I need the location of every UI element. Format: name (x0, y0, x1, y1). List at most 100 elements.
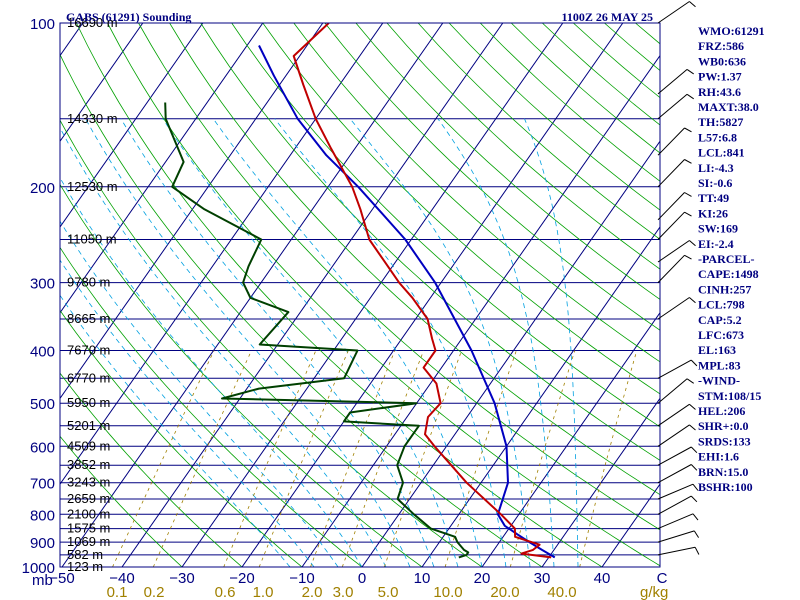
wind-barb (657, 446, 698, 466)
height-label: 16690 m (67, 15, 118, 30)
mixing-ratio-tick-label: 1.0 (253, 584, 274, 600)
index-line: LI:-4.3 (698, 161, 734, 175)
wind-barb (657, 513, 699, 530)
wind-barb (657, 403, 696, 427)
isotherm (301, 54, 660, 567)
index-line: BRN:15.0 (698, 465, 748, 479)
index-line: LFC:673 (698, 328, 744, 342)
pressure-unit-label: mb (32, 572, 53, 589)
wind-barb (657, 546, 700, 556)
height-label: 5201 m (67, 418, 110, 433)
pressure-tick-label: 600 (30, 439, 55, 456)
pressure-tick-label: 800 (30, 507, 55, 524)
index-line: TH:5827 (698, 115, 743, 129)
dry-adiabat (107, 23, 660, 567)
pressure-tick-label: 1000 (22, 560, 55, 577)
dry-adiabat (355, 23, 660, 300)
dry-adiabat (60, 246, 363, 567)
moist-adiabat (162, 118, 459, 567)
mixing-ratio-line (258, 350, 349, 567)
sounding-profiles (164, 23, 556, 559)
valid-time: 1100Z 26 MAY 25 (562, 10, 653, 24)
temperature-tick-label: −50 (49, 570, 74, 587)
dry-adiabat (324, 23, 660, 331)
wind-barb (657, 495, 698, 515)
height-label: 5950 m (67, 395, 110, 410)
mixing-ratio-tick-label: 0.1 (107, 584, 128, 600)
moist-adiabat (60, 220, 339, 567)
wind-barb (657, 159, 692, 188)
index-line: STM:108/15 (698, 389, 761, 403)
dry-adiabat (293, 23, 660, 363)
pressure-tick-label: 100 (30, 16, 55, 33)
index-line: EL:163 (698, 343, 736, 357)
moist-adiabat (524, 118, 579, 567)
isotherm (541, 397, 660, 567)
wind-barb (657, 68, 694, 95)
dry-adiabat (60, 435, 183, 567)
pressure-tick-label: 400 (30, 344, 55, 361)
index-line: CAPE:1498 (698, 267, 759, 281)
wind-barb (657, 464, 698, 484)
index-line: EHI:1.6 (698, 450, 739, 464)
dry-adiabat (169, 23, 660, 496)
temperature-tick-label: −30 (169, 570, 194, 587)
mixing-ratio-tick-label: 2.0 (302, 584, 323, 600)
pressure-axis: 100 200 300 400 500 600 700 800 900 1000 (22, 16, 55, 577)
index-line: -PARCEL- (698, 252, 754, 266)
height-label: 2659 m (67, 491, 110, 506)
height-label: 9780 m (67, 275, 110, 290)
height-label: 14330 m (67, 111, 118, 126)
temperature-tick-label: 30 (534, 570, 551, 587)
wind-barb (657, 530, 700, 543)
index-line: KI:26 (698, 206, 728, 220)
isotherm (421, 226, 660, 567)
wind-barb (657, 254, 692, 283)
moist-adiabat (60, 259, 315, 567)
plot-frame (59, 22, 661, 568)
height-labels: 16690 m 14330 m 12530 m 11050 m 9780 m 8665 m… (67, 15, 118, 574)
height-label: 582 m (67, 547, 103, 562)
moist-adiabat (437, 118, 555, 567)
moist-adiabat (85, 118, 411, 567)
wind-barb (657, 483, 699, 500)
moist-adiabat (60, 176, 363, 567)
isotherm (60, 23, 264, 314)
index-line: WB0:636 (698, 54, 746, 68)
isotherm (361, 140, 660, 567)
moist-adiabat (120, 118, 435, 567)
wind-barb (657, 192, 692, 221)
mixing-ratio-line (509, 350, 576, 567)
pressure-tick-label: 300 (30, 276, 55, 293)
height-label: 8665 m (67, 311, 110, 326)
wind-barb (657, 93, 694, 120)
index-line: WMO:61291 (698, 24, 765, 38)
mixing-ratio-tick-label: 20.0 (490, 584, 519, 600)
height-label: 123 m (67, 559, 103, 574)
wind-barb (657, 424, 696, 447)
height-label: 1575 m (67, 521, 110, 536)
dry-adiabat (60, 309, 303, 567)
temperature-tick-label: 0 (358, 570, 366, 587)
mixing-ratio-tick-label: 3.0 (333, 584, 354, 600)
mixing-ratio-tick-label: 0.6 (215, 584, 236, 600)
temperature-tick-label: C (657, 570, 668, 587)
isotherm (121, 23, 504, 567)
temperature-tick-label: −10 (289, 570, 314, 587)
height-label: 12530 m (67, 179, 118, 194)
height-label: 2100 m (67, 506, 110, 521)
station-title: GABS (61291) Sounding (66, 10, 191, 24)
index-line: SHR+:0.0 (698, 419, 749, 433)
pressure-tick-label: 200 (30, 180, 55, 197)
temperature-tick-label: −40 (109, 570, 134, 587)
temperature-axis: −50 −40 −30 −20 −10 0 10 20 30 40 C (49, 570, 667, 587)
height-label: 7670 m (67, 343, 110, 358)
pressure-tick-label: 500 (30, 396, 55, 413)
moist-adiabat (60, 294, 291, 567)
mixing-ratio-tick-label: 40.0 (547, 584, 576, 600)
wind-barb (657, 359, 698, 379)
moist-adiabat (349, 118, 531, 567)
index-line: LCL:798 (698, 298, 745, 312)
index-line: SI:-0.6 (698, 176, 732, 190)
